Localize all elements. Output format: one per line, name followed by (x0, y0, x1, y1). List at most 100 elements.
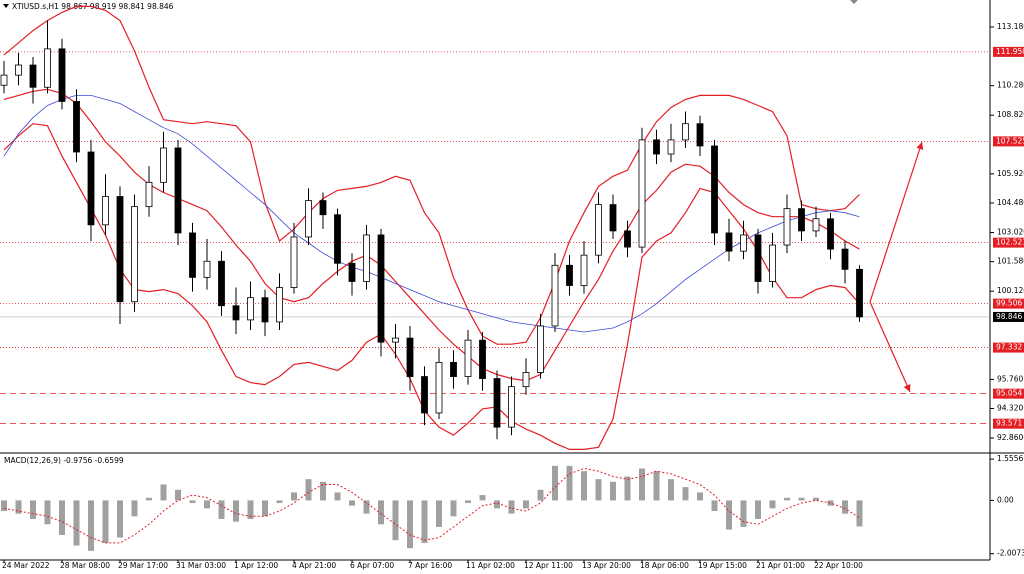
macd-bar (711, 500, 718, 512)
level-label-box (993, 46, 1024, 57)
price-panel (0, 5, 990, 450)
macd-title: MACD(12,26,9) -0.9756 -0.6599 (4, 456, 124, 465)
macd-bar (175, 489, 181, 501)
candle-body (508, 386, 515, 428)
x-tick-label: 19 Apr 15:00 (698, 561, 747, 570)
candle-body (435, 361, 443, 414)
level-label: 111.950 (996, 47, 1024, 56)
x-tick-label: 7 Apr 16:00 (408, 561, 452, 570)
candle-body (638, 139, 646, 248)
shift-marker[interactable] (850, 0, 858, 4)
indicator-line (3, 95, 860, 333)
candle-body (131, 206, 138, 303)
y-tick-label: 113.180 (997, 22, 1024, 31)
x-tick-label: 12 Apr 11:00 (524, 561, 573, 570)
candle-body (232, 305, 240, 321)
candle-body (682, 123, 689, 141)
macd-bar (494, 500, 500, 509)
macd-bar (726, 500, 732, 530)
macd-bar (363, 500, 370, 514)
macd-bar (117, 500, 123, 538)
macd-bar (276, 500, 283, 504)
macd-bar (798, 497, 805, 501)
indicator-line (3, 5, 860, 345)
candle-body (464, 339, 472, 377)
candle-body (102, 196, 109, 226)
macd-bar (102, 500, 109, 543)
x-tick-label: 28 Mar 08:00 (60, 561, 110, 570)
y-tick-label: 0.00 (997, 495, 1014, 504)
candle-body (15, 64, 22, 76)
macd-bar (349, 500, 355, 506)
macd-bar (291, 492, 297, 501)
macd-bar (523, 500, 529, 509)
candle-body (479, 339, 486, 379)
macd-bar (784, 497, 790, 501)
macd-bar (15, 500, 22, 514)
y-tick-label: 1.5556 (997, 454, 1023, 463)
macd-bar (639, 468, 645, 501)
candle-body (305, 200, 312, 238)
macd-bar (160, 484, 167, 501)
x-tick-label: 11 Apr 02:00 (466, 561, 515, 570)
level-label-box (993, 237, 1024, 248)
candle-body (580, 254, 588, 286)
y-tick-label: 104.480 (997, 198, 1024, 207)
macd-bar (740, 500, 747, 527)
level-label: 102.521 (996, 238, 1024, 247)
candle-body (798, 208, 805, 232)
candle-body (58, 48, 66, 102)
macd-panel (1, 465, 863, 551)
level-label: 107.525 (996, 136, 1024, 145)
candle-body (827, 218, 834, 250)
macd-bar (204, 500, 210, 509)
candle-body (276, 287, 283, 323)
menu-icon[interactable] (3, 4, 9, 8)
candle-body (116, 196, 124, 303)
x-tick-label: 31 Mar 03:00 (176, 561, 226, 570)
macd-bar (653, 471, 660, 501)
candle-body (0, 74, 8, 86)
candle-body (711, 145, 718, 234)
x-tick-label: 24 Mar 2022 (2, 561, 50, 570)
candle-body (754, 234, 762, 282)
macd-bar (218, 500, 225, 519)
macd-bar (856, 500, 863, 527)
candle-body (856, 268, 863, 318)
macd-bar (262, 500, 268, 517)
macd-bar (320, 481, 326, 501)
x-tick-label: 4 Apr 21:00 (292, 561, 336, 570)
candle-body (392, 337, 399, 343)
macd-bar (450, 500, 457, 517)
candle-body (537, 325, 544, 373)
candle-body (160, 147, 167, 183)
candle-body (769, 244, 776, 282)
macd-bar (247, 500, 254, 519)
candle-body (783, 208, 791, 246)
level-label-box (993, 418, 1024, 429)
macd-bar (131, 500, 138, 517)
candle-body (145, 181, 153, 208)
macd-bar (305, 479, 312, 501)
x-tick-label: 6 Apr 07:00 (350, 561, 394, 570)
candle-body (522, 372, 530, 388)
candle-body (319, 200, 327, 216)
candle-body (203, 260, 211, 278)
candle-body (174, 147, 182, 234)
x-tick-label: 18 Apr 06:00 (640, 561, 689, 570)
y-tick-label: 110.280 (997, 81, 1024, 90)
macd-bar (813, 497, 819, 501)
candle-body (218, 260, 225, 307)
macd-bar (581, 471, 587, 501)
level-label: 97.332 (996, 343, 1022, 352)
candle-body (290, 236, 298, 288)
candle-body (261, 297, 269, 323)
macd-bar (537, 489, 544, 501)
candle-body (725, 232, 733, 252)
y-tick-label: 94.320 (997, 404, 1023, 413)
level-label-box (993, 342, 1024, 353)
candle-body (624, 230, 631, 248)
macd-bar (1, 500, 7, 512)
x-tick-label: 13 Apr 20:00 (582, 561, 631, 570)
y-tick-label: 101.580 (997, 257, 1024, 266)
